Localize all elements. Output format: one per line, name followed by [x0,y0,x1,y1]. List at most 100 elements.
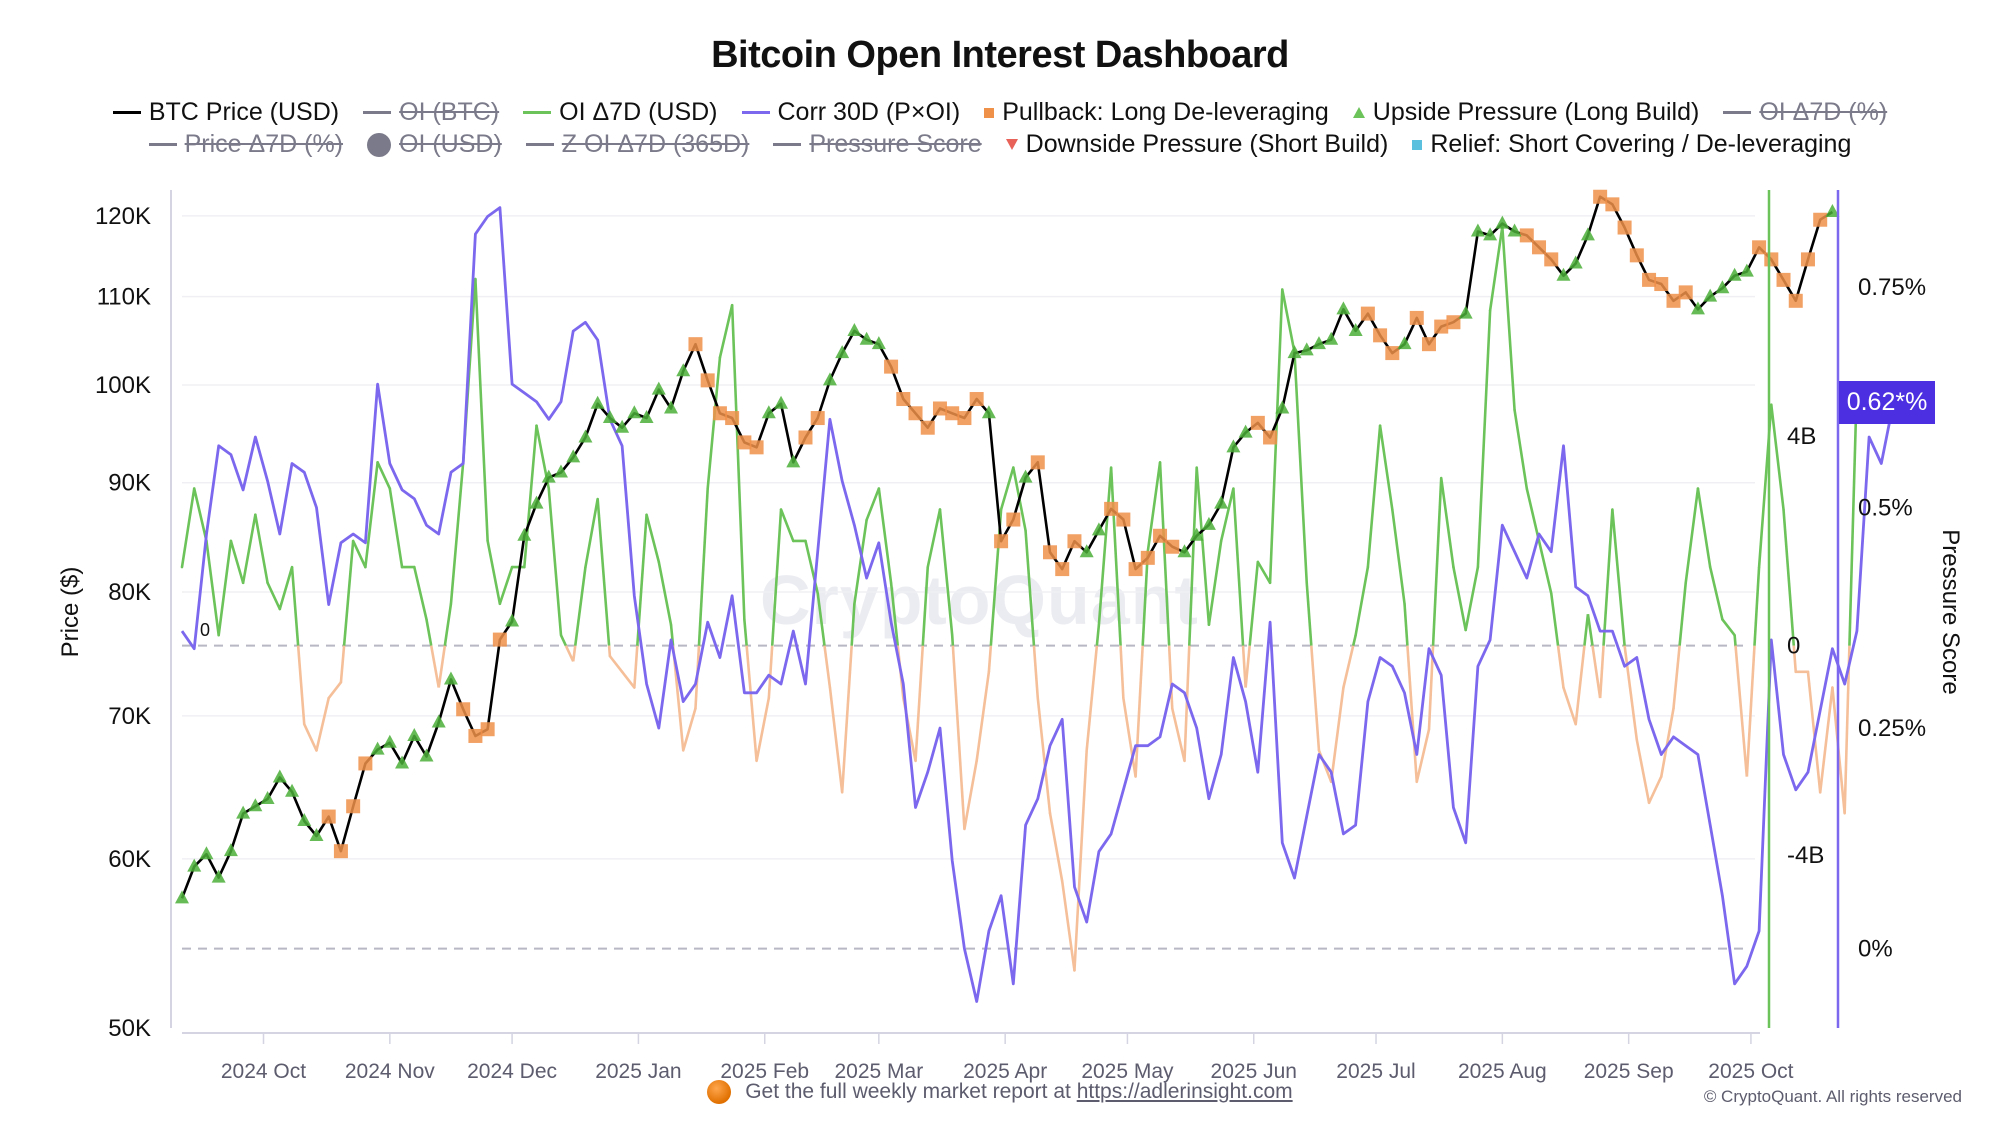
legend-item[interactable]: OI Δ7D (%) [1723,97,1887,127]
upside-pressure-marker [1324,331,1339,345]
x-tick-label: 2025 Jun [1211,1060,1297,1083]
oi-delta-segment [180,487,196,569]
upside-pressure-marker [248,798,263,812]
oi-delta-segment [1806,670,1822,794]
oi-delta-segment [1403,603,1409,646]
upside-pressure-marker [1690,301,1705,315]
pullback-marker [1140,550,1155,565]
oi-delta-segment [1537,539,1553,595]
upside-pressure-marker [431,714,446,728]
legend-item[interactable]: Pressure Score [773,129,982,159]
pressure-tick-label: 0.25% [1858,715,1926,742]
pullback-marker [957,411,972,426]
oi-tick-label: 0 [1787,633,1800,660]
pullback-marker [920,420,935,435]
legend-label: OI (BTC) [399,98,500,127]
upside-pressure-marker [835,345,850,359]
oi-delta-segment [1708,565,1724,621]
legend-swatch-icon [1412,139,1423,150]
oi-delta-segment [963,759,978,831]
oi-delta-segment [437,645,447,688]
pullback-marker [1030,455,1045,470]
legend-label: OI Δ7D (USD) [559,98,718,127]
oi-delta-series [180,225,1859,972]
pressure-tick-label: 0.5% [1858,495,1913,522]
upside-pressure-marker [505,613,520,627]
regime-markers [175,189,1840,904]
oi-delta-segment [645,513,661,564]
upside-pressure-marker [272,769,287,783]
upside-pressure-marker [1470,223,1485,237]
copyright: © CryptoQuant. All rights reserved [1703,1087,1962,1106]
oi-delta-segment [1167,645,1174,709]
oi-delta-segment [1122,696,1137,778]
legend-item[interactable]: Downside Pressure (Short Build) [1005,129,1388,159]
oi-zero-label: 0 [200,620,210,640]
legend-item[interactable]: OI (BTC) [363,97,499,127]
oi-delta-segment [327,681,343,700]
legend-item[interactable]: Pullback: Long De-leveraging [984,97,1329,127]
pullback-marker [1605,197,1620,212]
oi-delta-segment [217,539,233,637]
pullback-marker [688,337,703,352]
pullback-marker [994,534,1009,549]
upside-pressure-marker [1580,227,1595,241]
upside-pressure-marker [1483,227,1498,241]
oi-delta-segment [1329,686,1345,784]
oi-delta-segment [443,603,453,646]
oi-delta-segment [1073,749,1088,972]
legend-item[interactable]: BTC Price (USD) [112,97,339,127]
legend-swatch-icon [367,132,392,157]
oi-delta-segment [706,356,722,490]
upside-pressure-marker [1079,544,1094,558]
legend-item[interactable]: OI Δ7D (USD) [523,97,718,127]
upside-pressure-marker [1091,522,1106,536]
upside-pressure-marker [395,755,410,769]
pullback-marker [1165,539,1180,554]
upside-pressure-marker [1018,469,1033,483]
oi-delta-segment [620,670,636,689]
oi-delta-segment [681,707,697,752]
oi-delta-segment [1635,738,1651,805]
legend-item[interactable]: Price Δ7D (%) [148,129,343,159]
pullback-marker [945,406,960,421]
pullback-marker [480,722,495,737]
legend-item[interactable]: Z OI Δ7D (365D) [525,129,749,159]
upside-pressure-marker [1189,527,1204,541]
oi-delta-segment [1293,351,1309,585]
pullback-marker [1250,415,1265,430]
oi-delta-segment [1351,634,1357,646]
upside-pressure-marker [651,381,666,395]
pullback-marker [1043,545,1058,560]
corr-series [180,206,1895,1003]
upside-pressure-marker [407,727,422,741]
legend-item[interactable]: Corr 30D (P×OI) [741,97,960,127]
oi-delta-segment [607,645,612,657]
upside-pressure-marker [419,748,434,762]
upside-pressure-marker [822,372,837,386]
legend-item[interactable]: Upside Pressure (Long Build) [1352,97,1699,127]
footer-link[interactable]: https://adlerinsight.com [1076,1080,1293,1103]
pullback-marker [1421,337,1436,352]
pullback-marker [1006,512,1021,527]
pullback-marker [1055,562,1070,577]
legend-item[interactable]: OI (USD) [367,129,502,159]
upside-pressure-marker [602,410,617,424]
footer: Get the full weekly market report at htt… [0,1080,2000,1105]
x-tick-label: 2024 Nov [345,1060,435,1083]
upside-pressure-marker [786,454,801,468]
btc-price-line [180,195,1834,899]
pullback-marker [1617,220,1632,235]
oi-delta-segment [1586,614,1594,646]
oi-delta-segment [718,303,734,359]
oi-delta-segment [486,539,502,606]
legend-swatch-icon [741,111,770,115]
oi-delta-segment [1109,467,1122,646]
upside-pressure-marker [285,783,300,797]
pullback-marker [749,440,764,455]
oi-delta-segment [853,518,868,606]
oi-delta-segment [1452,565,1467,632]
legend-item[interactable]: Relief: Short Covering / De-leveraging [1412,129,1851,159]
oi-delta-segment [1232,488,1245,646]
